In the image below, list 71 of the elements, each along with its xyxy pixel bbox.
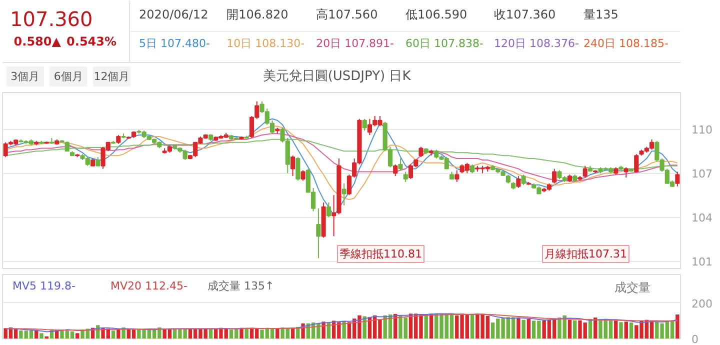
candlestick — [418, 146, 424, 158]
text: 低106.590 — [406, 8, 468, 22]
y-tick-label: 101 — [692, 256, 712, 269]
candlestick — [296, 156, 300, 181]
chart-title: 美元兌日圓(USDJPY) 日K — [262, 68, 412, 84]
candlestick — [362, 118, 367, 132]
annotation: MV5 119.8- — [12, 280, 76, 292]
bar — [76, 333, 80, 338]
text: 107.360 — [10, 7, 93, 31]
bar — [619, 322, 623, 338]
y-tick-label: 104 — [692, 212, 712, 225]
y-tick-label: 107 — [692, 168, 712, 181]
text: 120日 108.376- — [494, 37, 580, 50]
candlestick — [516, 176, 521, 188]
bar — [573, 320, 577, 338]
annotation: 成交量 135↑ — [208, 280, 274, 292]
bar — [40, 333, 44, 338]
candlestick — [342, 182, 346, 206]
y-axis-title: 成交量 — [614, 280, 650, 294]
annotation: 月線扣抵107.31 — [544, 248, 627, 260]
candlestick — [634, 154, 639, 173]
candlestick — [64, 141, 70, 152]
bar — [526, 318, 531, 338]
bar — [362, 316, 366, 338]
text: 收107.360 — [494, 8, 556, 22]
y-tick-label: 200 — [692, 297, 712, 310]
bar — [208, 328, 213, 338]
text: 2020/06/12 — [139, 8, 208, 22]
text: 20日 107.891- — [316, 37, 394, 50]
text: 0.580▲ — [14, 34, 62, 48]
candlestick — [582, 165, 588, 178]
bar — [624, 322, 628, 338]
bar — [676, 314, 680, 338]
candlestick — [675, 171, 680, 187]
text: 6個月 — [54, 70, 83, 83]
y-tick-label: 0 — [692, 333, 698, 345]
candlestick — [403, 171, 408, 182]
text: 高107.560 — [316, 8, 378, 22]
text: 240日 108.185- — [584, 37, 668, 50]
text: 60日 107.838- — [406, 37, 484, 50]
bar — [516, 318, 520, 338]
candlestick — [521, 174, 526, 186]
candlestick — [454, 170, 460, 182]
annotation: MV20 112.45- — [110, 280, 188, 292]
bar — [240, 328, 244, 338]
bar — [470, 314, 474, 338]
bar — [594, 318, 598, 338]
bar — [522, 320, 526, 338]
candlestick — [316, 208, 321, 259]
text: 量135 — [584, 8, 618, 22]
text: 開106.820 — [226, 8, 288, 22]
candlestick — [552, 168, 557, 184]
candlestick — [326, 202, 331, 218]
text: 12個月 — [94, 70, 130, 83]
bar — [111, 330, 116, 338]
y-tick-label: 110 — [692, 124, 712, 137]
candlestick — [624, 166, 628, 178]
text: 3個月 — [10, 70, 40, 83]
candlestick — [393, 164, 398, 177]
bar — [614, 320, 618, 338]
candlestick — [290, 155, 296, 177]
bar — [34, 330, 38, 338]
candlestick — [300, 170, 306, 181]
bar — [568, 320, 572, 338]
candlestick — [398, 158, 403, 171]
bar — [276, 328, 280, 338]
text: 0.543% — [66, 34, 117, 48]
bar — [629, 322, 634, 338]
text: 10日 108.130- — [226, 37, 305, 50]
text: 5日 107.480- — [139, 37, 210, 50]
annotation: 季線扣抵110.81 — [340, 248, 422, 260]
